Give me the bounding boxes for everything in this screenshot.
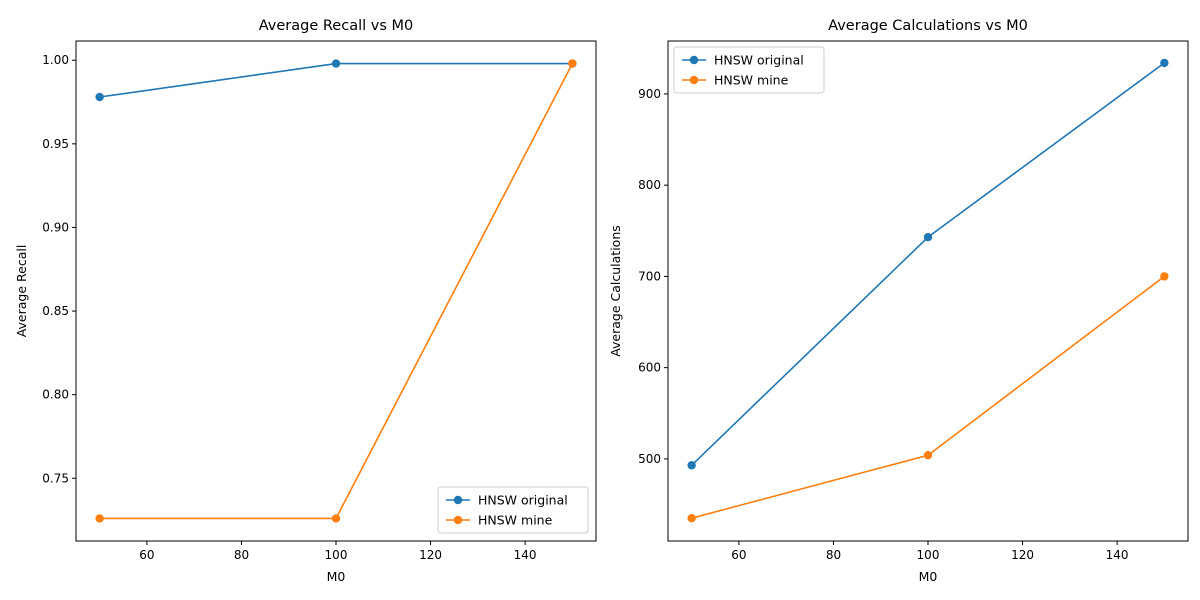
y-tick-label: 900 xyxy=(638,87,661,101)
legend-entry: HNSW original xyxy=(478,493,568,508)
series-line-1 xyxy=(99,62,573,98)
y-tick-label: 1.00 xyxy=(42,53,69,67)
chart-title: Average Calculations vs M0 xyxy=(828,18,1028,34)
x-axis-label: M0 xyxy=(327,569,346,584)
x-tick-label: 60 xyxy=(139,548,154,562)
data-point xyxy=(923,451,933,460)
y-tick-label: 0.75 xyxy=(42,471,69,485)
legend-marker xyxy=(689,75,699,85)
legend-box xyxy=(673,46,825,94)
chart-panel-1: Average Recall vs M0 60 80 100 120 140 0.75 0.8… xyxy=(14,18,597,584)
chart-title: Average Recall vs M0 xyxy=(259,18,414,34)
y-tick-label: 600 xyxy=(638,361,661,375)
x-tick-label: 140 xyxy=(1106,548,1129,562)
x-axis-label: M0 xyxy=(919,569,938,584)
y-tick-label: 0.95 xyxy=(42,137,69,151)
y-axis-label: Average Recall xyxy=(14,245,29,338)
y-tick-label: 0.85 xyxy=(42,304,69,318)
data-point xyxy=(923,232,933,242)
x-tick-label: 100 xyxy=(325,548,348,562)
x-tick-label: 100 xyxy=(917,548,940,562)
legend-entry: HNSW mine xyxy=(478,513,553,528)
chart-panel-2: Average Calculations vs M0 60 80 100 120 140 5… xyxy=(608,18,1189,584)
y-tick-label: 0.90 xyxy=(42,220,69,234)
plot-frame xyxy=(75,40,597,542)
data-point xyxy=(331,59,341,68)
legend-marker xyxy=(453,515,463,525)
data-point xyxy=(568,59,577,68)
legend-marker xyxy=(453,495,463,505)
legend-entry: HNSW original xyxy=(714,53,804,68)
x-tick-label: 140 xyxy=(514,548,537,562)
y-axis-label: Average Calculations xyxy=(608,225,623,357)
data-point xyxy=(95,92,104,102)
data-point xyxy=(1160,58,1169,68)
y-tick-label: 0.80 xyxy=(42,388,69,402)
data-point xyxy=(331,514,341,523)
legend: HNSW original HNSW mine xyxy=(673,46,825,94)
legend-box xyxy=(437,486,589,534)
data-point xyxy=(95,514,104,523)
y-tick-label: 800 xyxy=(638,178,661,192)
x-tick-label: 60 xyxy=(731,548,746,562)
legend-marker xyxy=(689,55,699,65)
plot-frame xyxy=(667,40,1189,542)
series-line-2 xyxy=(99,63,574,520)
legend-entry: HNSW mine xyxy=(714,73,789,88)
x-tick-label: 80 xyxy=(826,548,841,562)
x-tick-label: 120 xyxy=(1011,548,1034,562)
legend: HNSW original HNSW mine xyxy=(437,486,589,534)
x-tick-label: 120 xyxy=(419,548,442,562)
series-line-1 xyxy=(691,62,1165,466)
y-tick-label: 700 xyxy=(638,269,661,283)
y-tick-label: 500 xyxy=(638,452,661,466)
data-point xyxy=(687,461,696,470)
data-point xyxy=(687,513,696,523)
data-point xyxy=(1160,272,1169,281)
x-tick-label: 80 xyxy=(234,548,249,562)
